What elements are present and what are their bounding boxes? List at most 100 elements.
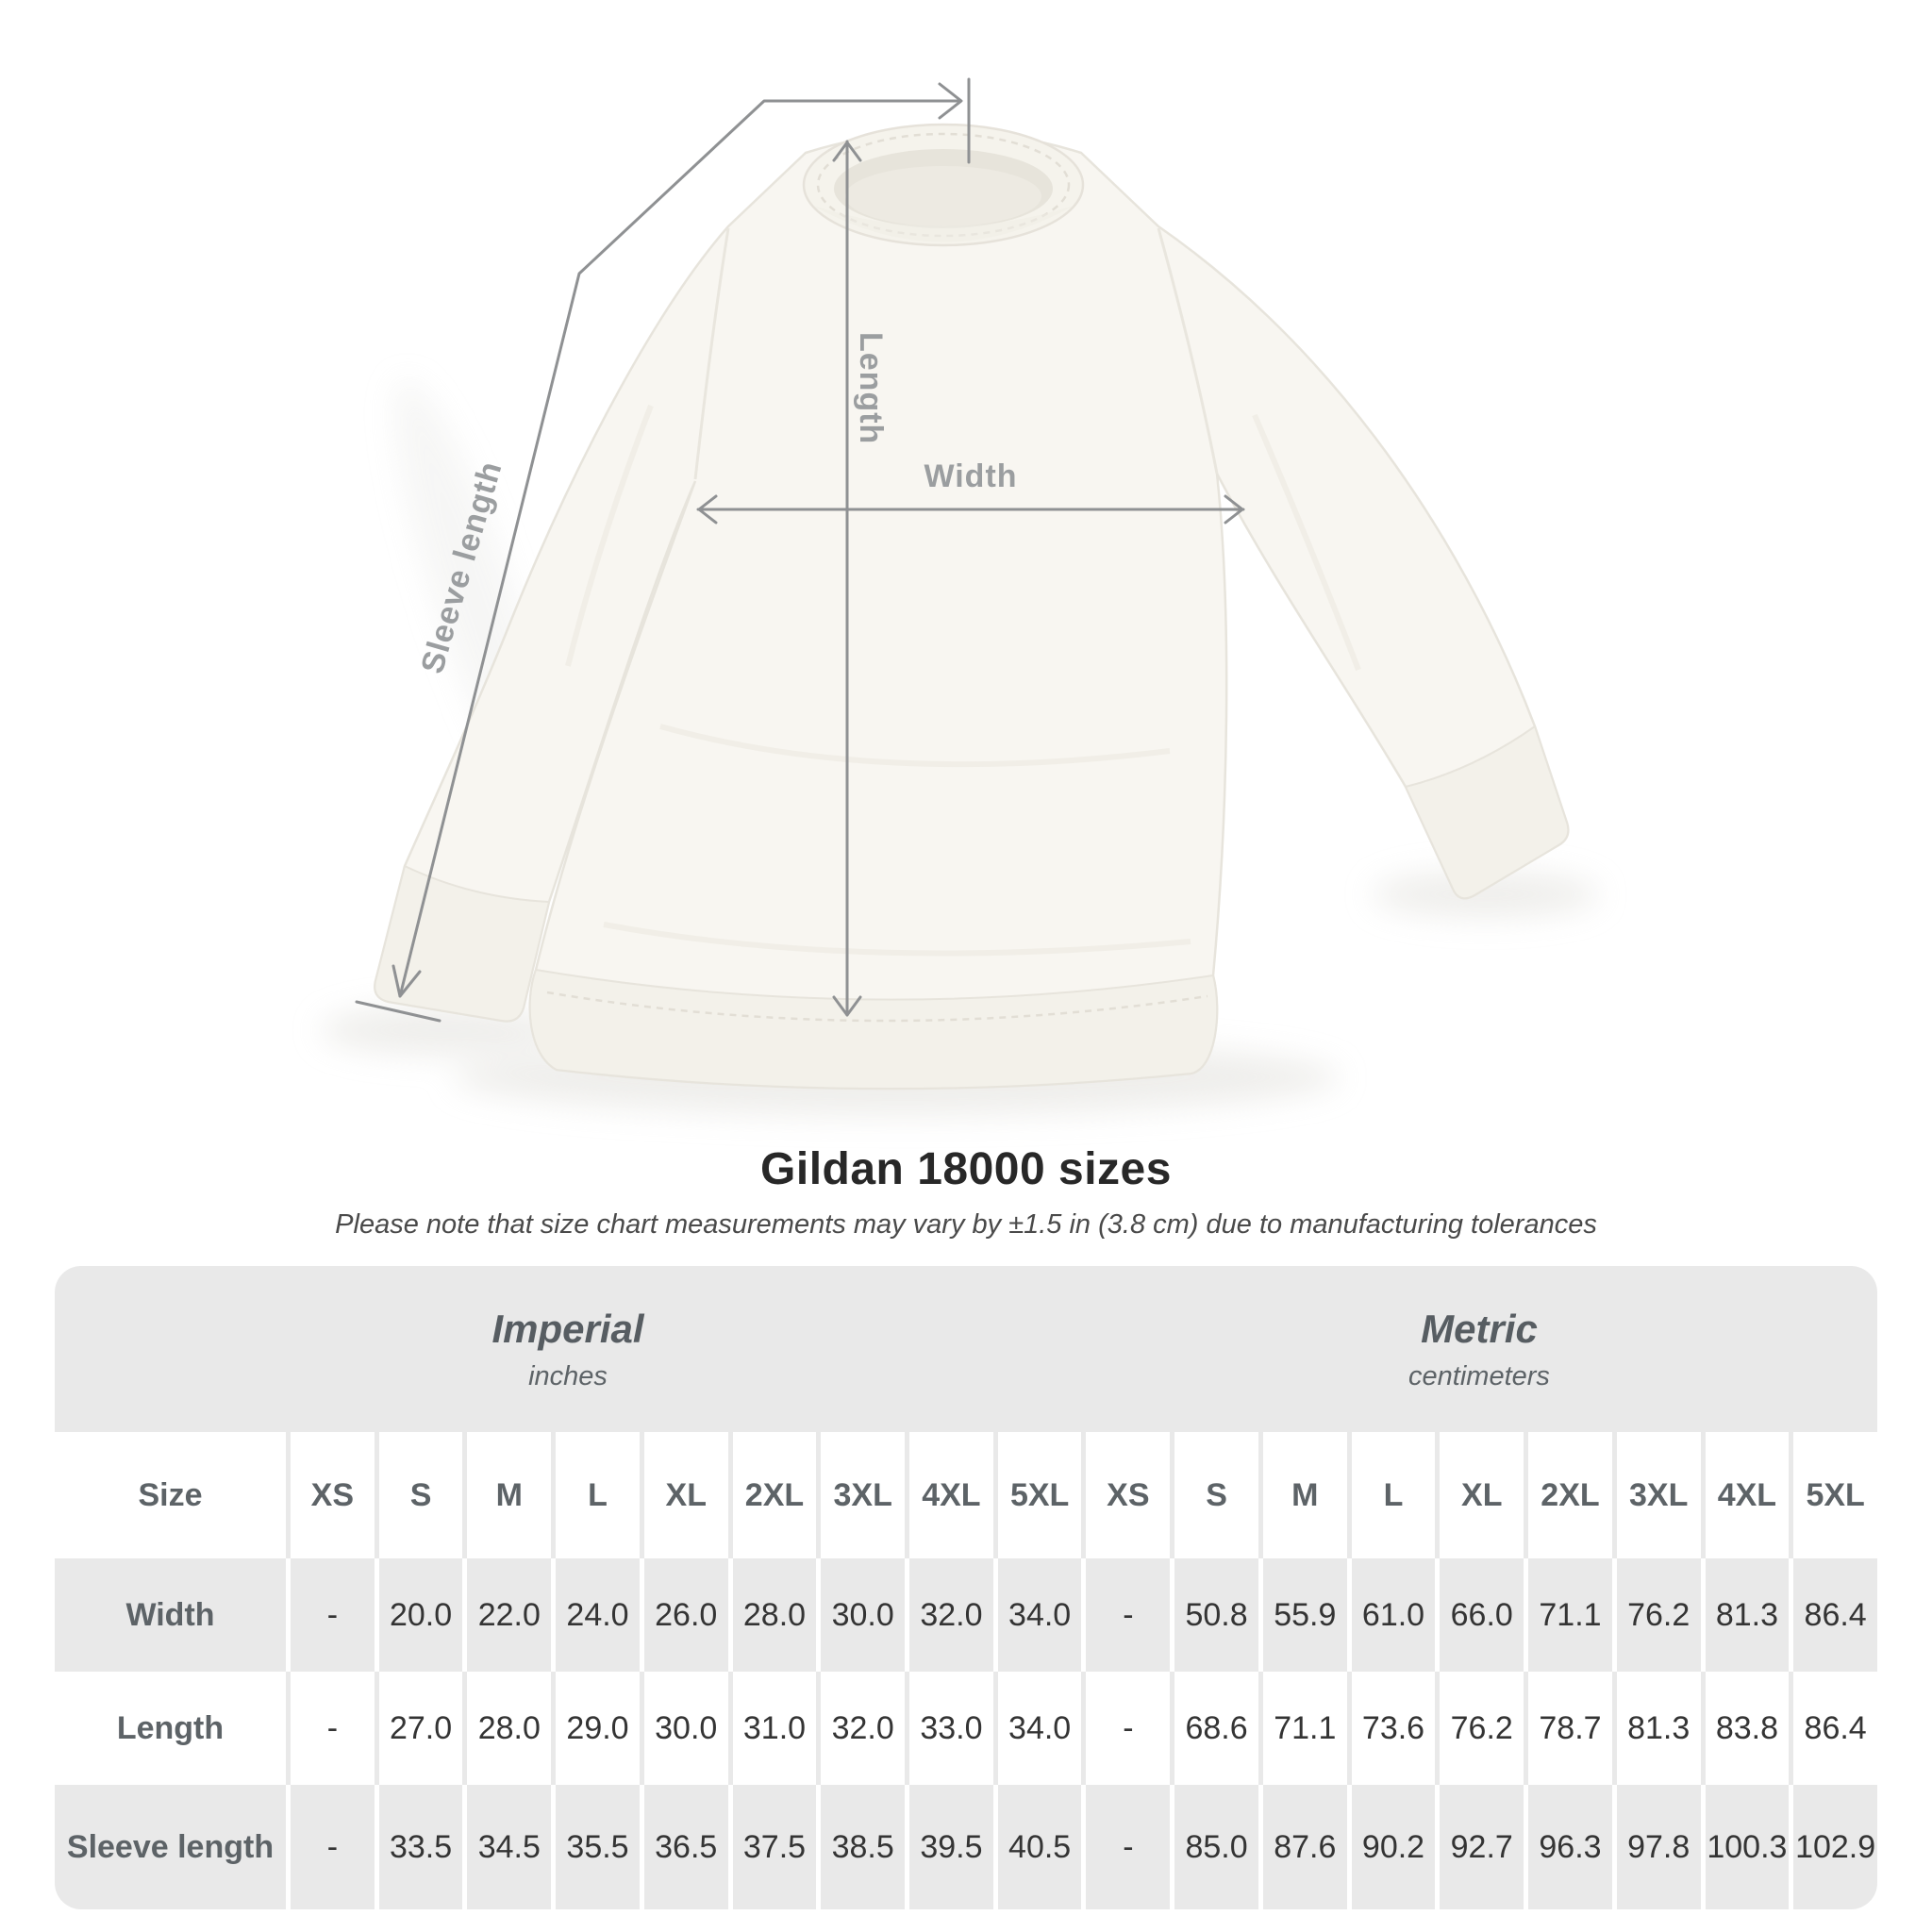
table-cell: 30.0 <box>816 1558 905 1672</box>
tolerance-note: Please note that size chart measurements… <box>335 1209 1597 1240</box>
metric-title: Metric <box>1421 1306 1538 1351</box>
table-cell: 85.0 <box>1170 1785 1258 1909</box>
table-cell: 73.6 <box>1346 1672 1436 1785</box>
table-cell: 61.0 <box>1346 1558 1436 1672</box>
table-cell: 102.9 <box>1789 1785 1877 1909</box>
size-header-imperial: XS <box>286 1432 375 1558</box>
table-cell: 33.0 <box>905 1672 993 1785</box>
size-header-metric: 2XL <box>1524 1432 1612 1558</box>
size-header-metric: 5XL <box>1789 1432 1877 1558</box>
size-corner-header: Size <box>138 1476 203 1513</box>
size-header-imperial: S <box>374 1432 463 1558</box>
row-label: Sleeve length <box>66 1828 275 1865</box>
table-cell: 71.1 <box>1524 1558 1612 1672</box>
table-cell: 76.2 <box>1435 1672 1524 1785</box>
table-cell: 26.0 <box>639 1558 728 1672</box>
table-cell: 39.5 <box>905 1785 993 1909</box>
data-row-1: Length -27.0 28.0 29.0 30.0 31.0 32.0 33.0 34.0-… <box>55 1672 1877 1785</box>
table-cell: 50.8 <box>1170 1558 1258 1672</box>
size-header-imperial: 3XL <box>816 1432 905 1558</box>
row-label: Width <box>125 1596 215 1633</box>
sleeve-length-arrow <box>355 77 971 1023</box>
left-cuff <box>374 864 551 1023</box>
table-cell: 86.4 <box>1789 1672 1877 1785</box>
size-header-metric: 4XL <box>1700 1432 1790 1558</box>
data-row-2: Sleeve length -33.5 34.5 35.5 36.5 37.5 38.5 39… <box>55 1785 1877 1909</box>
table-cell: 20.0 <box>374 1558 463 1672</box>
sizes-header-row: Size XS S M L XL 2XL 3XL 4XL 5XL XS S M L XL 2XL 3XL 4XL 5… <box>55 1432 1877 1558</box>
table-cell: 90.2 <box>1346 1785 1436 1909</box>
size-header-metric: M <box>1257 1432 1347 1558</box>
table-cell: 27.0 <box>374 1672 463 1785</box>
imperial-unit: inches <box>528 1360 608 1391</box>
table-cell: 22.0 <box>462 1558 551 1672</box>
row-label: Length <box>116 1709 225 1746</box>
size-header-imperial: L <box>551 1432 640 1558</box>
table-cell: 76.2 <box>1611 1558 1701 1672</box>
units-band: Imperial inches Metric centimeters <box>55 1266 1877 1432</box>
table-cell: 34.0 <box>992 1672 1082 1785</box>
table-cell: 36.5 <box>639 1785 728 1909</box>
table-cell: 33.5 <box>374 1785 463 1909</box>
size-header-metric: 3XL <box>1611 1432 1701 1558</box>
metric-unit: centimeters <box>1408 1360 1550 1391</box>
size-header-metric: XL <box>1435 1432 1524 1558</box>
length-arrow <box>832 140 862 1017</box>
data-row-0: Width -20.0 22.0 24.0 26.0 28.0 30.0 32.0 34.0-5… <box>55 1558 1877 1672</box>
table-cell: - <box>1081 1785 1170 1909</box>
table-cell: 34.5 <box>462 1785 551 1909</box>
table-cell: 35.5 <box>551 1785 640 1909</box>
size-header-imperial: XL <box>639 1432 728 1558</box>
table-cell: 83.8 <box>1700 1672 1790 1785</box>
table-cell: 92.7 <box>1435 1785 1524 1909</box>
table-cell: - <box>286 1785 375 1909</box>
table-cell: 68.6 <box>1170 1672 1258 1785</box>
table-cell: 71.1 <box>1257 1672 1347 1785</box>
table-cell: 31.0 <box>727 1672 817 1785</box>
table-cell: 96.3 <box>1524 1785 1612 1909</box>
size-header-imperial: M <box>462 1432 551 1558</box>
sweatshirt-diagram: Length Width Sleeve length <box>321 77 1599 1115</box>
table-cell: 32.0 <box>905 1558 993 1672</box>
table-cell: 30.0 <box>639 1672 728 1785</box>
width-label: Width <box>924 458 1017 494</box>
width-arrow <box>696 494 1245 525</box>
table-cell: 87.6 <box>1257 1785 1347 1909</box>
table-cell: 24.0 <box>551 1558 640 1672</box>
imperial-title: Imperial <box>491 1306 644 1351</box>
size-header-imperial: 2XL <box>727 1432 817 1558</box>
table-cell: 32.0 <box>816 1672 905 1785</box>
table-cell: 100.3 <box>1700 1785 1790 1909</box>
table-cell: 29.0 <box>551 1672 640 1785</box>
table-cell: 55.9 <box>1257 1558 1347 1672</box>
sweatshirt-illustration <box>374 123 1570 1091</box>
table-cell: 97.8 <box>1611 1785 1701 1909</box>
table-cell: 81.3 <box>1611 1672 1701 1785</box>
table-cell: 78.7 <box>1524 1672 1612 1785</box>
table-cell: 28.0 <box>462 1672 551 1785</box>
size-header-imperial: 5XL <box>992 1432 1082 1558</box>
table-cell: - <box>286 1672 375 1785</box>
table-cell: 28.0 <box>727 1558 817 1672</box>
page-title: Gildan 18000 sizes <box>760 1144 1172 1194</box>
table-cell: 66.0 <box>1435 1558 1524 1672</box>
table-cell: 81.3 <box>1700 1558 1790 1672</box>
table-cell: - <box>286 1558 375 1672</box>
table-cell: 40.5 <box>992 1785 1082 1909</box>
size-header-imperial: 4XL <box>905 1432 993 1558</box>
waistband <box>528 968 1219 1091</box>
table-cell: 38.5 <box>816 1785 905 1909</box>
length-label: Length <box>853 332 889 444</box>
metric-band: Metric centimeters <box>1081 1266 1877 1432</box>
right-cuff <box>1404 724 1570 900</box>
table-cell: 86.4 <box>1789 1558 1877 1672</box>
size-table: Imperial inches Metric centimeters Size X… <box>55 1266 1877 1909</box>
size-header-metric: XS <box>1081 1432 1170 1558</box>
size-header-metric: S <box>1170 1432 1258 1558</box>
table-cell: - <box>1081 1558 1170 1672</box>
table-cell: 34.0 <box>992 1558 1082 1672</box>
imperial-band: Imperial inches <box>55 1266 1081 1432</box>
size-header-metric: L <box>1346 1432 1436 1558</box>
table-cell: 37.5 <box>727 1785 817 1909</box>
table-cell: - <box>1081 1672 1170 1785</box>
